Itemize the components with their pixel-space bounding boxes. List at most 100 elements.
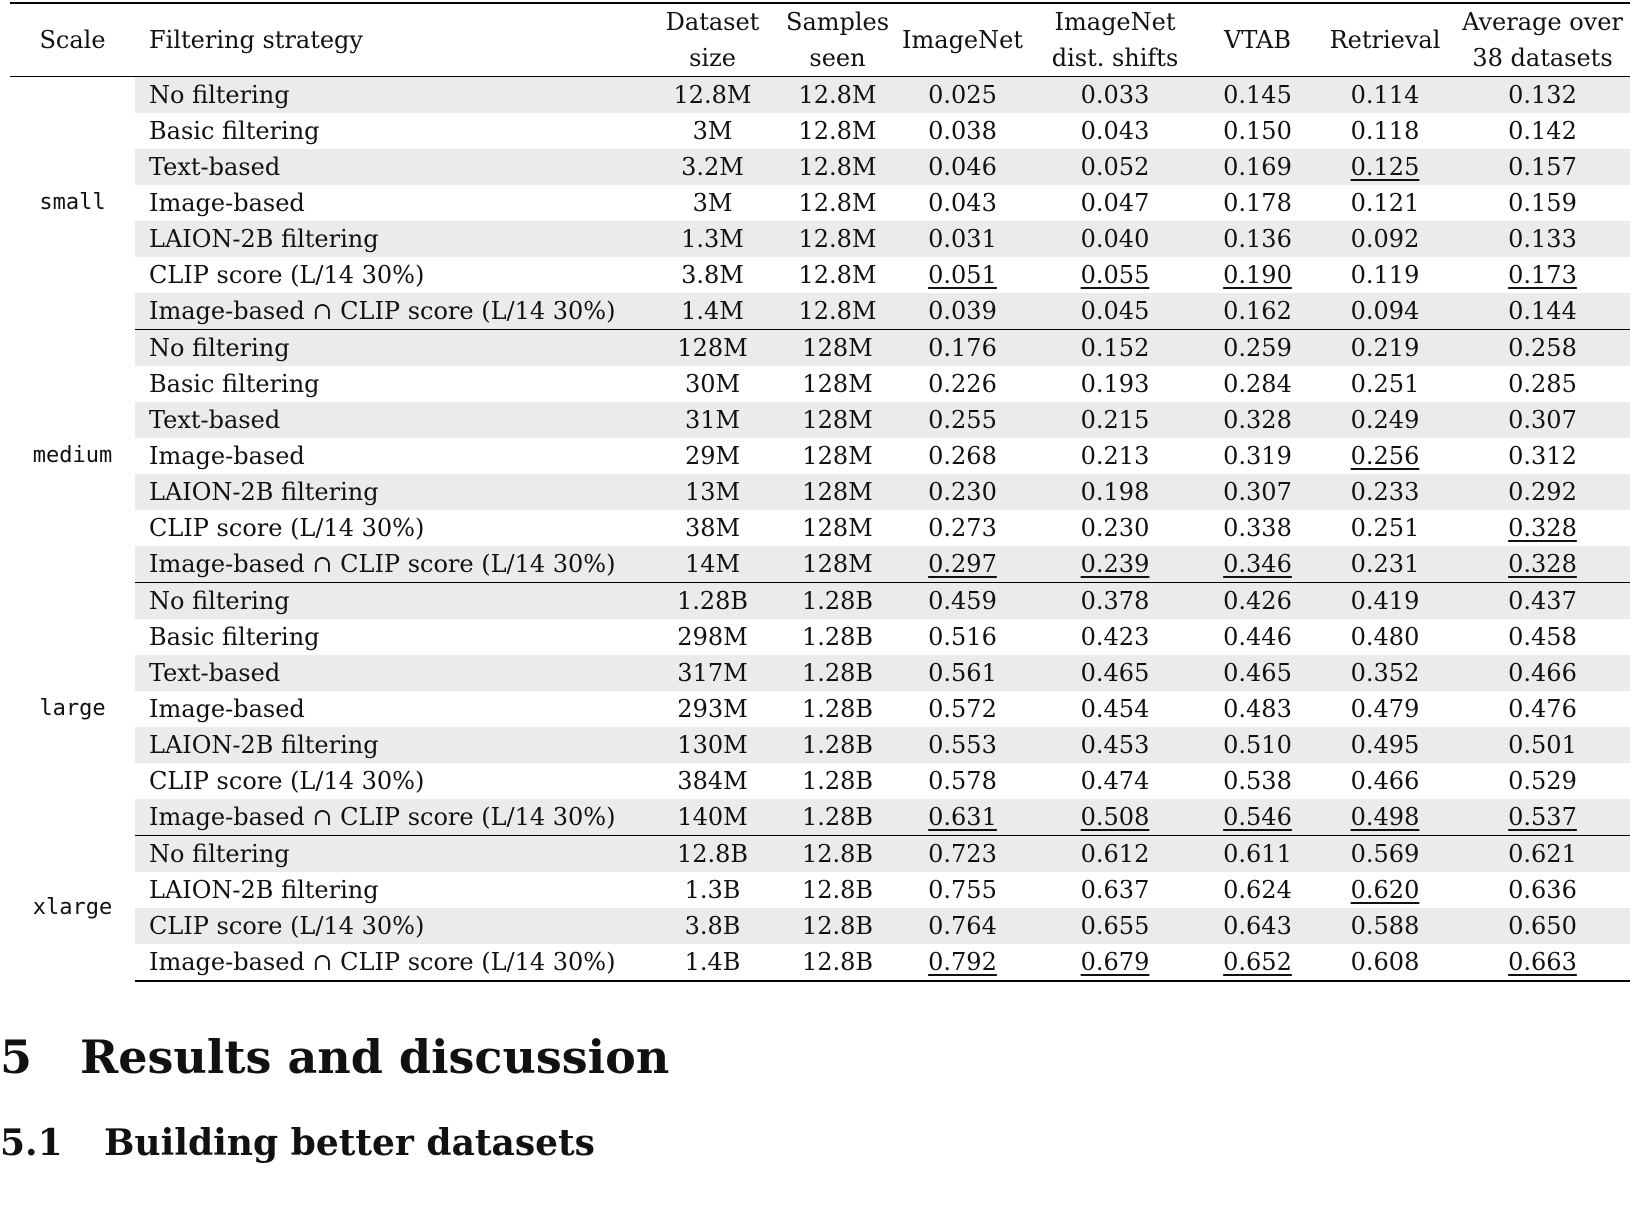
- average-cell: 0.328: [1455, 546, 1630, 583]
- samples-seen-cell: 1.28B: [780, 691, 895, 727]
- retrieval-value: 0.256: [1350, 442, 1420, 470]
- average-cell: 0.133: [1455, 221, 1630, 257]
- vtab-cell: 0.624: [1200, 872, 1315, 908]
- samples-seen-value: 1.28B: [801, 731, 874, 759]
- subsection-number: 5.1: [0, 1122, 63, 1164]
- dataset-size-cell: 128M: [645, 329, 780, 366]
- vtab-cell: 0.169: [1200, 149, 1315, 185]
- header-imagenet: ImageNet: [895, 2, 1030, 77]
- imagenet-shifts-cell: 0.637: [1030, 872, 1200, 908]
- imagenet-value: 0.631: [928, 803, 997, 831]
- vtab-cell: 0.446: [1200, 619, 1315, 655]
- imagenet-shifts-cell: 0.612: [1030, 835, 1200, 872]
- vtab-value: 0.465: [1223, 659, 1292, 687]
- retrieval-cell: 0.479: [1315, 691, 1455, 727]
- dataset-size-cell: 3.8M: [645, 257, 780, 293]
- header-dataset-size-line2: size: [689, 44, 736, 72]
- average-cell: 0.159: [1455, 185, 1630, 221]
- imagenet-value: 0.792: [928, 948, 997, 976]
- average-value: 0.501: [1508, 731, 1577, 759]
- table-group-xlarge: xlarge No filtering 12.8B 12.8B 0.723 0.612 0.…: [10, 835, 1630, 982]
- dataset-size-value: 140M: [677, 803, 748, 831]
- samples-seen-value: 1.28B: [801, 695, 874, 723]
- imagenet-shifts-value: 0.052: [1080, 153, 1150, 181]
- imagenet-shifts-cell: 0.213: [1030, 438, 1200, 474]
- table-row: Image-based ∩ CLIP score (L/14 30%) 140M 1…: [10, 799, 1630, 836]
- imagenet-shifts-cell: 0.230: [1030, 510, 1200, 546]
- average-cell: 0.663: [1455, 944, 1630, 982]
- filter-strategy-cell: CLIP score (L/14 30%): [149, 767, 425, 795]
- imagenet-shifts-value: 0.230: [1080, 514, 1150, 542]
- dataset-size-value: 1.4B: [684, 948, 741, 976]
- vtab-value: 0.652: [1223, 948, 1292, 976]
- vtab-value: 0.346: [1223, 550, 1292, 578]
- scale-label: large: [10, 582, 135, 836]
- retrieval-cell: 0.118: [1315, 113, 1455, 149]
- average-cell: 0.466: [1455, 655, 1630, 691]
- dataset-size-cell: 3.8B: [645, 908, 780, 944]
- vtab-cell: 0.150: [1200, 113, 1315, 149]
- vtab-value: 0.162: [1223, 297, 1292, 325]
- vtab-cell: 0.465: [1200, 655, 1315, 691]
- imagenet-shifts-value: 0.655: [1080, 912, 1150, 940]
- average-cell: 0.157: [1455, 149, 1630, 185]
- imagenet-value: 0.764: [928, 912, 997, 940]
- retrieval-value: 0.588: [1350, 912, 1420, 940]
- imagenet-cell: 0.038: [895, 113, 1030, 149]
- vtab-value: 0.136: [1223, 225, 1292, 253]
- dataset-size-value: 1.4M: [681, 297, 744, 325]
- header-samples-seen-line2: seen: [809, 44, 866, 72]
- dataset-size-value: 1.28B: [676, 587, 749, 615]
- table-row: CLIP score (L/14 30%) 38M 128M 0.273 0.230 0.…: [10, 510, 1630, 546]
- filter-strategy-cell: Text-based: [135, 655, 645, 691]
- samples-seen-cell: 128M: [780, 366, 895, 402]
- retrieval-cell: 0.092: [1315, 221, 1455, 257]
- filter-strategy-cell: No filtering: [135, 582, 645, 619]
- samples-seen-cell: 128M: [780, 438, 895, 474]
- dataset-size-value: 38M: [684, 514, 741, 542]
- retrieval-value: 0.121: [1350, 189, 1420, 217]
- samples-seen-cell: 12.8M: [780, 76, 895, 113]
- vtab-cell: 0.162: [1200, 293, 1315, 330]
- retrieval-value: 0.498: [1350, 803, 1420, 831]
- samples-seen-cell: 12.8M: [780, 257, 895, 293]
- imagenet-shifts-cell: 0.655: [1030, 908, 1200, 944]
- vtab-cell: 0.643: [1200, 908, 1315, 944]
- average-value: 0.636: [1508, 876, 1577, 904]
- retrieval-value: 0.092: [1350, 225, 1420, 253]
- average-cell: 0.258: [1455, 329, 1630, 366]
- dataset-size-value: 128M: [677, 334, 748, 362]
- imagenet-value: 0.176: [928, 334, 997, 362]
- imagenet-shifts-cell: 0.474: [1030, 763, 1200, 799]
- samples-seen-cell: 12.8B: [780, 908, 895, 944]
- imagenet-value: 0.516: [928, 623, 997, 651]
- retrieval-value: 0.608: [1350, 948, 1420, 976]
- table-group-medium: medium No filtering 128M 128M 0.176 0.152 0.25…: [10, 329, 1630, 583]
- imagenet-value: 0.561: [928, 659, 997, 687]
- samples-seen-value: 12.8B: [801, 876, 874, 904]
- imagenet-value: 0.578: [928, 767, 997, 795]
- retrieval-cell: 0.495: [1315, 727, 1455, 763]
- samples-seen-value: 12.8M: [798, 189, 877, 217]
- imagenet-shifts-cell: 0.043: [1030, 113, 1200, 149]
- average-cell: 0.476: [1455, 691, 1630, 727]
- average-cell: 0.458: [1455, 619, 1630, 655]
- table-row: Image-based 3M 12.8M 0.043 0.047 0.178 0.121 0.…: [10, 185, 1630, 221]
- dataset-size-value: 317M: [677, 659, 748, 687]
- samples-seen-cell: 12.8M: [780, 293, 895, 330]
- table-row: Image-based 293M 1.28B 0.572 0.454 0.483 0.479…: [10, 691, 1630, 727]
- retrieval-cell: 0.608: [1315, 944, 1455, 982]
- vtab-cell: 0.259: [1200, 329, 1315, 366]
- imagenet-cell: 0.046: [895, 149, 1030, 185]
- imagenet-shifts-cell: 0.198: [1030, 474, 1200, 510]
- retrieval-cell: 0.249: [1315, 402, 1455, 438]
- section-number: 5: [0, 1030, 33, 1084]
- samples-seen-cell: 128M: [780, 402, 895, 438]
- filter-strategy-cell: LAION-2B filtering: [135, 727, 645, 763]
- retrieval-value: 0.419: [1350, 587, 1420, 615]
- table-row: Basic filtering 30M 128M 0.226 0.193 0.284 0.2…: [10, 366, 1630, 402]
- average-value: 0.476: [1508, 695, 1577, 723]
- header-scale: Scale: [10, 2, 135, 77]
- dataset-size-cell: 12.8B: [645, 835, 780, 872]
- imagenet-shifts-value: 0.033: [1080, 81, 1150, 109]
